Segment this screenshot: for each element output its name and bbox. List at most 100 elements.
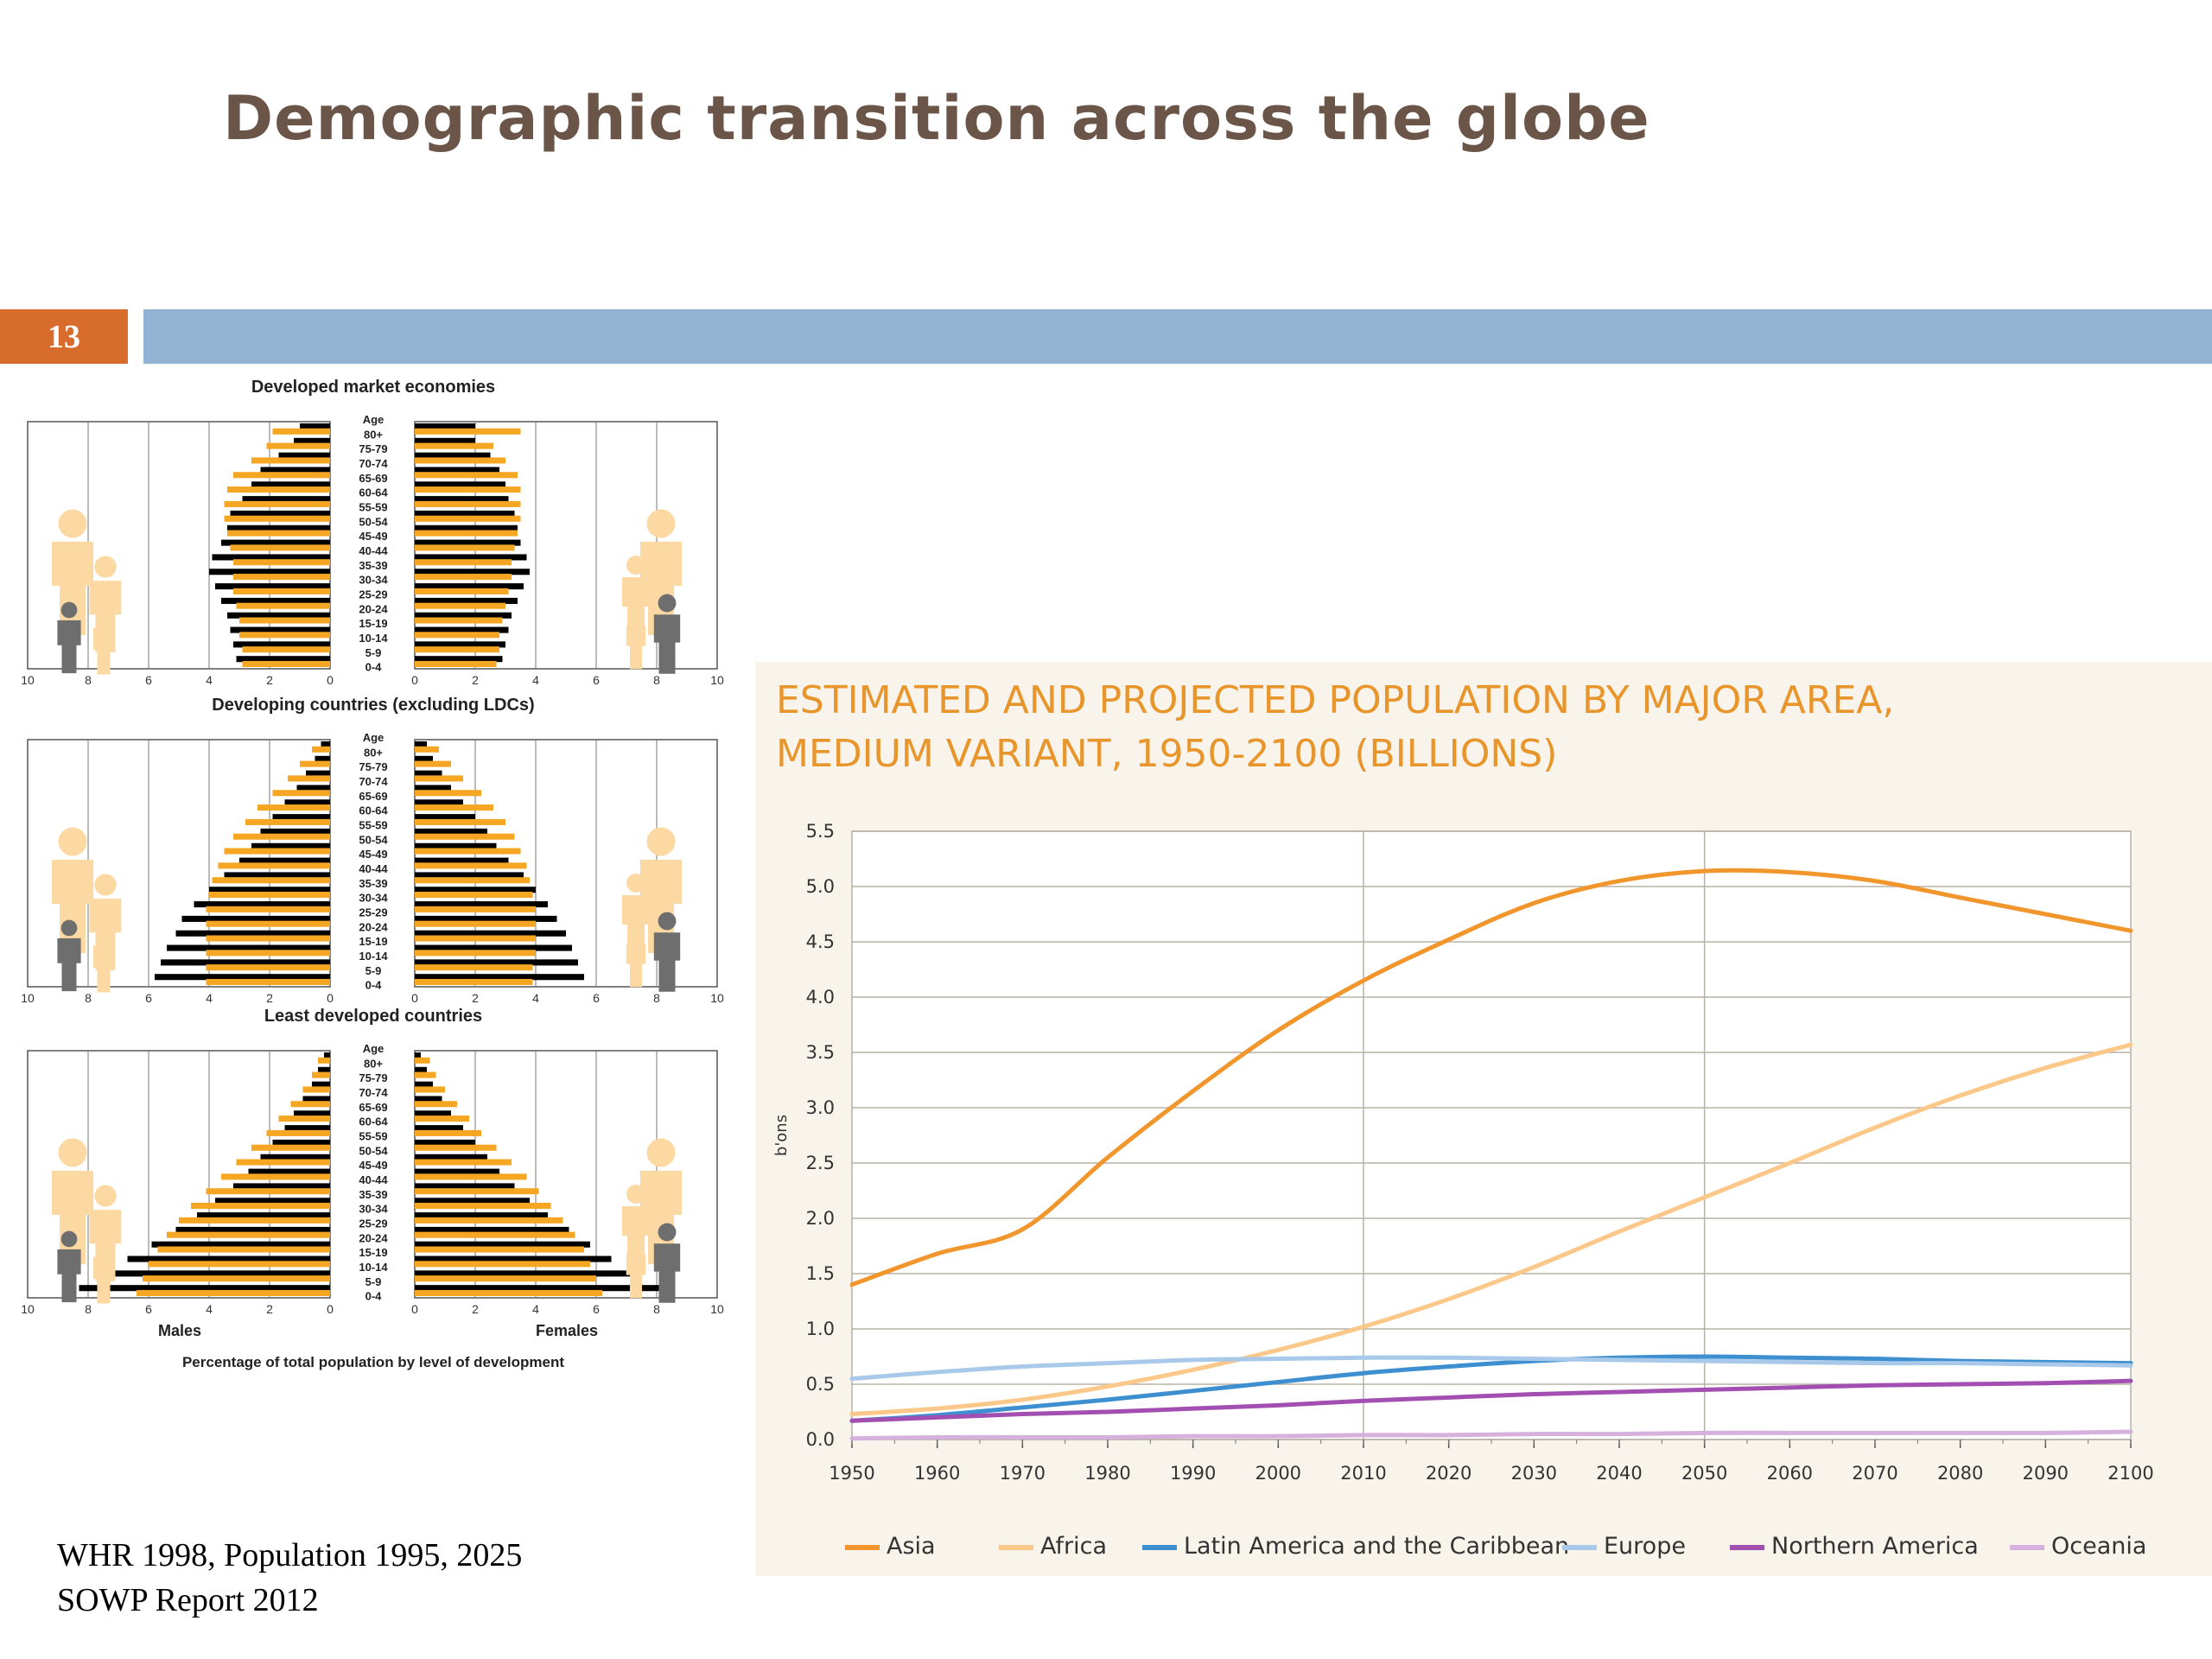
bar-male-1995 xyxy=(260,828,330,835)
child-female-icon-head xyxy=(658,594,677,613)
age-label: 0-4 xyxy=(365,979,383,992)
bar-female-1995 xyxy=(415,857,509,864)
bar-female-2025 xyxy=(415,457,505,464)
x-tick-label: 2 xyxy=(472,1302,479,1316)
x-tick-label: 6 xyxy=(145,1302,152,1316)
y-tick-label: 4.0 xyxy=(806,987,835,1007)
bar-male-2025 xyxy=(233,559,330,566)
bar-male-1995 xyxy=(315,755,330,762)
x-tick-label: 1970 xyxy=(1000,1463,1046,1484)
bar-female-2025 xyxy=(415,1071,436,1078)
bar-male-2025 xyxy=(236,602,330,609)
bar-female-1995 xyxy=(415,1285,660,1292)
adult-female-icon-body xyxy=(640,1171,682,1264)
age-axis-label: Age xyxy=(363,1042,385,1055)
bar-female-2025 xyxy=(415,1261,590,1268)
x-tick-label: 2080 xyxy=(1937,1463,1983,1484)
adult-female-icon-head xyxy=(646,1138,676,1167)
age-label: 0-4 xyxy=(365,1290,383,1303)
x-tick-label: 2 xyxy=(472,673,479,687)
bar-female-2025 xyxy=(415,515,521,522)
bar-male-2025 xyxy=(206,1188,330,1195)
small-girl-icon xyxy=(626,610,646,670)
legend-label: Asia xyxy=(887,1533,936,1560)
y-tick-label: 2.5 xyxy=(806,1153,835,1173)
bar-female-2025 xyxy=(415,877,530,884)
bar-female-2025 xyxy=(415,906,536,912)
bar-male-2025 xyxy=(224,848,330,855)
age-label: 15-19 xyxy=(359,935,387,948)
age-label: 70-74 xyxy=(359,1086,388,1099)
bar-female-2025 xyxy=(415,1086,445,1093)
x-tick-label: 0 xyxy=(327,673,334,687)
bar-male-1995 xyxy=(175,1226,330,1233)
x-tick-label: 1980 xyxy=(1084,1463,1130,1484)
bar-male-2025 xyxy=(206,935,330,942)
adult-female-icon-head xyxy=(646,509,676,538)
bar-male-2025 xyxy=(157,1246,330,1253)
bar-female-1995 xyxy=(415,524,518,531)
bar-female-1995 xyxy=(415,583,524,590)
age-label: 20-24 xyxy=(359,602,388,615)
age-label: 40-44 xyxy=(359,544,388,557)
chart-title-line-2: MEDIUM VARIANT, 1950-2100 (BILLIONS) xyxy=(776,732,1558,776)
bar-male-2025 xyxy=(239,632,330,639)
x-tick-label: 2040 xyxy=(1596,1463,1642,1484)
bar-male-2025 xyxy=(212,877,330,884)
bar-female-1995 xyxy=(415,554,527,561)
bar-male-1995 xyxy=(79,1285,330,1292)
bar-female-2025 xyxy=(415,790,481,797)
bar-male-2025 xyxy=(191,1203,330,1210)
bar-male-1995 xyxy=(103,1270,330,1277)
bar-male-1995 xyxy=(260,1154,330,1160)
bar-female-2025 xyxy=(415,588,509,594)
legend-item-africa: Africa xyxy=(999,1533,1107,1560)
source-line-2: SOWP Report 2012 xyxy=(57,1582,319,1618)
x-tick-label: 6 xyxy=(593,1302,600,1316)
bar-female-2025 xyxy=(415,1231,575,1238)
bar-female-2025 xyxy=(415,862,527,869)
bar-male-1995 xyxy=(284,1125,330,1132)
adult-male-icon-head xyxy=(58,1138,87,1167)
bar-male-1995 xyxy=(300,423,330,430)
adult-female-icon xyxy=(640,1138,682,1264)
age-label: 75-79 xyxy=(359,442,387,455)
bar-male-1995 xyxy=(318,1066,330,1073)
y-tick-label: 5.5 xyxy=(806,821,835,842)
x-tick-label: 8 xyxy=(85,673,92,687)
age-label: 40-44 xyxy=(359,862,388,875)
x-tick-label: 0 xyxy=(411,1302,418,1316)
bar-male-2025 xyxy=(206,978,330,985)
bar-male-2025 xyxy=(221,1173,330,1180)
x-tick-label: 0 xyxy=(327,991,334,1005)
age-label: 55-59 xyxy=(359,819,387,832)
bar-female-1995 xyxy=(415,1212,548,1219)
bar-female-1995 xyxy=(415,539,521,546)
bar-female-2025 xyxy=(415,978,533,985)
child-male-icon xyxy=(57,919,81,992)
x-tick-label: 2 xyxy=(266,673,273,687)
x-tick-label: 4 xyxy=(532,673,539,687)
legend-label: Europe xyxy=(1604,1533,1686,1560)
small-girl-icon-head xyxy=(629,928,643,942)
bar-female-1995 xyxy=(415,1052,421,1059)
age-label: 0-4 xyxy=(365,661,383,674)
x-tick-label: 2060 xyxy=(1767,1463,1813,1484)
bar-female-1995 xyxy=(415,770,442,777)
child-female-icon-body xyxy=(653,1243,681,1303)
bar-female-2025 xyxy=(415,500,521,507)
bar-female-1995 xyxy=(415,944,572,951)
bar-male-1995 xyxy=(209,569,330,575)
small-child-icon-head xyxy=(96,611,111,626)
bar-female-1995 xyxy=(415,1081,433,1088)
x-tick-label: 4 xyxy=(206,991,213,1005)
x-tick-label: 6 xyxy=(593,673,600,687)
y-tick-label: 3.5 xyxy=(806,1042,835,1063)
legend-item-oceania: Oceania xyxy=(2010,1533,2146,1560)
y-tick-label: 0.0 xyxy=(806,1429,835,1450)
age-label: 70-74 xyxy=(359,775,388,788)
bar-female-2025 xyxy=(415,848,521,855)
age-label: 60-64 xyxy=(359,804,388,817)
child-male-icon-body xyxy=(57,938,81,992)
x-tick-label: 2100 xyxy=(2107,1463,2153,1484)
